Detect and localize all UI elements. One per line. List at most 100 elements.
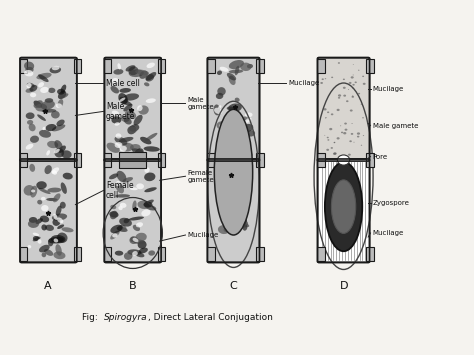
Bar xyxy=(317,153,325,167)
Ellipse shape xyxy=(144,200,154,206)
Ellipse shape xyxy=(124,118,132,125)
Ellipse shape xyxy=(54,251,65,259)
Ellipse shape xyxy=(109,174,118,179)
Ellipse shape xyxy=(29,85,37,92)
Text: C: C xyxy=(229,281,237,291)
Bar xyxy=(73,153,81,167)
Ellipse shape xyxy=(232,118,245,122)
Ellipse shape xyxy=(61,182,67,194)
Ellipse shape xyxy=(217,121,228,130)
Ellipse shape xyxy=(132,148,146,156)
Ellipse shape xyxy=(349,82,352,84)
Ellipse shape xyxy=(26,113,35,119)
Ellipse shape xyxy=(144,82,149,86)
Ellipse shape xyxy=(135,70,149,75)
Bar xyxy=(317,247,325,261)
Ellipse shape xyxy=(46,198,58,201)
Ellipse shape xyxy=(225,147,233,153)
Ellipse shape xyxy=(28,220,39,228)
Ellipse shape xyxy=(227,106,234,110)
Ellipse shape xyxy=(55,244,62,256)
Bar xyxy=(256,59,264,73)
Ellipse shape xyxy=(119,98,126,102)
Ellipse shape xyxy=(338,62,340,64)
Ellipse shape xyxy=(358,93,360,94)
Ellipse shape xyxy=(28,124,36,131)
Ellipse shape xyxy=(48,88,55,93)
Ellipse shape xyxy=(227,73,236,81)
Ellipse shape xyxy=(45,165,52,174)
Ellipse shape xyxy=(330,147,333,149)
Ellipse shape xyxy=(56,103,62,108)
Ellipse shape xyxy=(221,168,228,173)
Ellipse shape xyxy=(26,144,33,149)
Ellipse shape xyxy=(37,200,42,204)
Ellipse shape xyxy=(30,186,37,198)
Ellipse shape xyxy=(112,110,119,115)
Ellipse shape xyxy=(115,251,123,256)
Ellipse shape xyxy=(237,220,248,228)
FancyBboxPatch shape xyxy=(318,58,370,161)
Text: Fig:: Fig: xyxy=(82,313,101,322)
Ellipse shape xyxy=(29,164,35,172)
Ellipse shape xyxy=(129,124,139,132)
Ellipse shape xyxy=(240,140,248,148)
Ellipse shape xyxy=(121,116,130,122)
Ellipse shape xyxy=(44,249,53,256)
Ellipse shape xyxy=(353,64,354,65)
Text: Pore: Pore xyxy=(373,153,388,159)
Ellipse shape xyxy=(346,100,348,102)
Ellipse shape xyxy=(24,185,35,196)
Ellipse shape xyxy=(61,84,66,93)
Ellipse shape xyxy=(116,133,121,138)
Ellipse shape xyxy=(139,247,148,253)
Ellipse shape xyxy=(45,225,54,231)
Text: Mucilage: Mucilage xyxy=(373,86,404,92)
Ellipse shape xyxy=(352,88,354,89)
Ellipse shape xyxy=(246,130,255,137)
Ellipse shape xyxy=(334,142,336,143)
Ellipse shape xyxy=(57,224,64,229)
Ellipse shape xyxy=(118,225,127,231)
Ellipse shape xyxy=(345,129,347,131)
Text: , Direct Lateral Conjugation: , Direct Lateral Conjugation xyxy=(148,313,273,322)
Ellipse shape xyxy=(57,99,63,108)
Bar xyxy=(256,153,264,167)
Ellipse shape xyxy=(33,236,39,241)
Ellipse shape xyxy=(27,245,31,248)
FancyBboxPatch shape xyxy=(104,58,161,161)
Ellipse shape xyxy=(132,251,138,256)
Ellipse shape xyxy=(140,137,151,144)
Ellipse shape xyxy=(333,153,336,155)
Ellipse shape xyxy=(115,142,122,148)
Ellipse shape xyxy=(338,94,341,97)
Ellipse shape xyxy=(57,217,64,223)
Ellipse shape xyxy=(116,182,124,193)
Ellipse shape xyxy=(52,170,57,175)
Ellipse shape xyxy=(110,205,116,209)
Ellipse shape xyxy=(27,83,32,88)
Ellipse shape xyxy=(128,217,144,220)
FancyBboxPatch shape xyxy=(208,58,259,161)
Ellipse shape xyxy=(110,86,119,93)
Bar xyxy=(119,152,146,168)
Bar xyxy=(158,59,165,73)
FancyBboxPatch shape xyxy=(208,159,259,262)
Ellipse shape xyxy=(41,197,46,200)
Ellipse shape xyxy=(29,217,37,223)
Ellipse shape xyxy=(41,100,55,110)
Ellipse shape xyxy=(331,113,333,115)
Ellipse shape xyxy=(123,104,133,111)
Ellipse shape xyxy=(60,202,66,209)
Ellipse shape xyxy=(145,133,157,141)
Ellipse shape xyxy=(120,143,134,152)
Ellipse shape xyxy=(222,184,229,190)
Ellipse shape xyxy=(144,202,153,208)
Ellipse shape xyxy=(112,234,118,237)
Ellipse shape xyxy=(351,133,353,135)
Ellipse shape xyxy=(245,113,253,118)
Ellipse shape xyxy=(53,214,57,220)
FancyBboxPatch shape xyxy=(318,159,370,262)
Ellipse shape xyxy=(118,93,128,104)
Ellipse shape xyxy=(229,70,243,73)
